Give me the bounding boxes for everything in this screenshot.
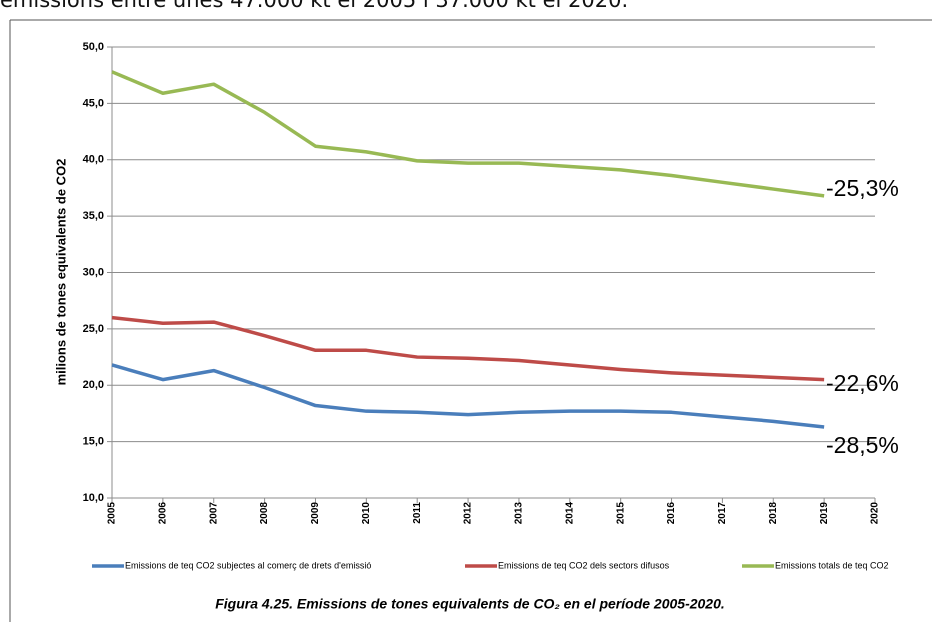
x-tick-label: 2009 — [310, 502, 321, 525]
x-tick-label: 2020 — [870, 502, 881, 525]
series-line — [111, 363, 825, 429]
x-tick-label: 2006 — [158, 502, 169, 525]
x-tick-label: 2008 — [259, 502, 270, 525]
x-tick-label: 2015 — [615, 502, 626, 525]
x-tick-label: 2016 — [666, 502, 677, 525]
x-tick-label: 2017 — [717, 502, 728, 525]
x-tick-label: 2011 — [412, 502, 423, 524]
series-line — [111, 70, 825, 198]
caption: Figura 4.25. Emissions de tones equivale… — [215, 596, 725, 612]
y-tick-label: 45,0 — [83, 97, 104, 109]
annotation: -22,6% — [826, 370, 899, 396]
y-tick-label: 25,0 — [83, 323, 104, 335]
x-tick-label: 2014 — [564, 502, 575, 525]
y-tick-label: 20,0 — [83, 379, 104, 391]
x-tick-label: 2005 — [107, 502, 118, 525]
x-tick-label: 2018 — [768, 502, 779, 525]
y-tick-label: 35,0 — [83, 210, 104, 222]
y-tick-label: 15,0 — [83, 436, 104, 448]
series-line — [111, 315, 825, 382]
x-tick-label: 2012 — [463, 502, 474, 525]
legend-label: Emissions de teq CO2 subjectes al comerç… — [125, 560, 371, 570]
intro-text: emissions entre unes 47.000 kt el 2005 i… — [0, 0, 629, 12]
annotation: -25,3% — [826, 175, 899, 201]
y-tick-label: 10,0 — [83, 492, 104, 504]
x-tick-label: 2010 — [361, 502, 372, 525]
legend-label: Emissions totals de teq CO2 — [775, 560, 889, 570]
x-tick-label: 2007 — [208, 502, 219, 525]
x-tick-label: 2019 — [819, 502, 830, 525]
y-tick-label: 50,0 — [83, 41, 104, 53]
legend-label: Emissions de teq CO2 dels sectors difuso… — [498, 560, 670, 570]
y-tick-label: 40,0 — [83, 154, 104, 166]
y-axis-label: milions de tones equivalents de CO2 — [53, 159, 68, 386]
annotation: -28,5% — [826, 432, 899, 458]
x-tick-label: 2013 — [514, 502, 525, 525]
y-tick-label: 30,0 — [83, 266, 104, 278]
